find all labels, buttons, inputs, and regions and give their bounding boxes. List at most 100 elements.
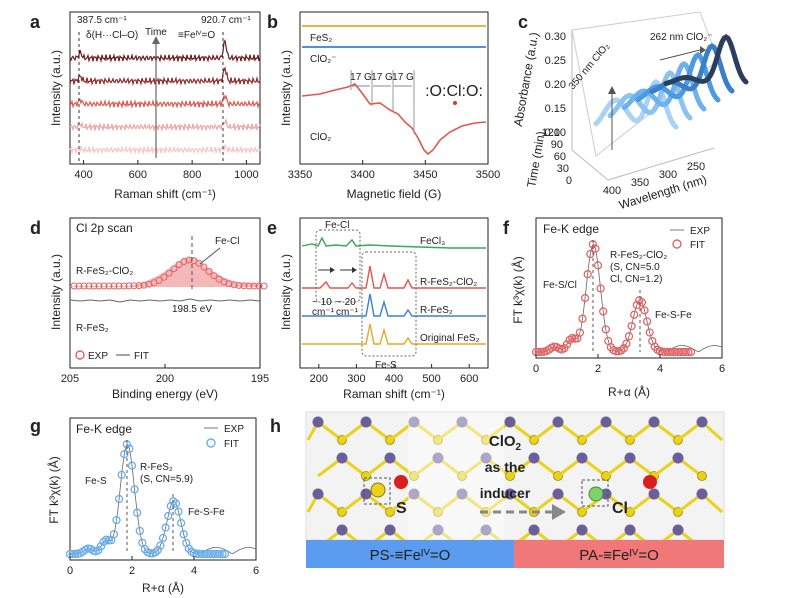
panel-c-abs-tick-3: 0.25: [545, 55, 566, 67]
panel-b-clo2-curve: [301, 83, 487, 156]
panel-h-fe-atom: [456, 416, 468, 428]
panel-d-exp-point-35: [245, 282, 253, 290]
panel-f-fit-point-60: [686, 347, 696, 357]
panel-f-fit-point-33: [617, 346, 626, 355]
panel-a-spectrum-4: [69, 117, 261, 133]
panel-g-fit-point-57: [213, 549, 222, 559]
panel-d-exp-point-15: [145, 280, 153, 288]
panel-h-s-lattice-atom: [697, 471, 707, 481]
panel-d-legend-exp: EXP: [88, 351, 108, 362]
panel-a-xlabel: Raman shift (cm⁻¹): [114, 187, 216, 201]
panel-e-label-fecl3: FeCl₃: [420, 236, 445, 247]
panel-g-x-tick-label-0: 0: [67, 565, 73, 577]
panel-g: g Fe-K edge R-FeS₂ (S, CN=5.9) Fe-S Fe-S…: [30, 416, 259, 595]
panel-b-unpaired-electron: [453, 101, 457, 105]
panel-h-fe-atom: [360, 416, 372, 428]
panel-h-fe-atom: [624, 452, 636, 464]
panel-h-fe-atom: [336, 524, 348, 536]
panel-h-fe-atom: [528, 452, 540, 464]
panel-g-fit-point-26: [133, 508, 142, 517]
panel-e-frame: [299, 217, 489, 369]
panel-g-fit-point-2: [71, 549, 80, 559]
panel-h-fe-atom: [528, 524, 540, 536]
panel-e-x-tick-label-1: 300: [347, 373, 365, 385]
panel-e-r-fes2-line: [302, 293, 486, 317]
panel-f-x-ticks: 0 2 4 6: [533, 354, 725, 375]
panel-e-shift-2: ~ 20: [336, 297, 356, 308]
panel-d-exp-point-13: [135, 282, 143, 290]
panel-g-sample: R-FeS₂: [140, 462, 173, 473]
panel-d-exp-point-11: [125, 282, 133, 290]
panel-f-fit-point-31: [611, 347, 621, 356]
panel-c-spectrum-6: [663, 34, 749, 86]
panel-a-spectrum-3: [69, 93, 261, 110]
panel-d-title: Cl 2p scan: [76, 221, 133, 235]
panel-g-fit-point-21: [120, 450, 129, 459]
panel-a-right-assign: ≡Feᴵⱽ=O: [178, 30, 215, 41]
panel-d-ylabel: Intensity (a.u.): [49, 254, 63, 330]
panel-c-arrow-262: [659, 49, 701, 61]
panel-g-fit-point-34: [153, 545, 162, 555]
panel-e-xlabel: Raman shift (cm⁻¹): [343, 387, 445, 401]
panel-b-split-1: 17 G: [350, 72, 372, 83]
panel-f-fit-point-49: [658, 347, 667, 356]
panel-e-r-fes2-clo2-line: [302, 265, 486, 289]
panel-a-x-tick-label-0: 400: [74, 169, 92, 181]
panel-a-x-tick-label-1: 600: [129, 169, 147, 181]
panel-f-fit-point-43: [642, 317, 652, 326]
panel-c-wave-tick-0: 400: [603, 185, 621, 197]
panel-a-left-assign: δ(H···Cl–O): [86, 30, 138, 41]
panel-d-exp-point-8: [110, 282, 118, 290]
panel-h-s-label: S: [396, 500, 407, 517]
panel-h-pa-bar: [514, 540, 724, 568]
panel-h-fe-atom: [384, 524, 396, 536]
panel-h-fade-zone: [408, 412, 504, 540]
panel-b-split-2: 17 G: [371, 72, 393, 83]
panel-d-exp-point-21: [175, 261, 183, 269]
panel-h-fe-atom: [504, 416, 516, 428]
panel-a-left-peak: 387.5 cm⁻¹: [77, 15, 127, 26]
panel-d-exp-point-3: [85, 282, 93, 290]
panel-e-shift-arrowhead-2: [352, 267, 357, 273]
panel-f-fit-point-38: [630, 310, 639, 319]
panel-g-fit-point-38: [164, 511, 173, 521]
panel-g-fit-point-41: [171, 499, 181, 508]
panel-h-cl-atom: [588, 486, 604, 502]
panel-h-fe-atom: [336, 452, 348, 464]
panel-c-abs-tick-1: 0.15: [545, 103, 566, 115]
panel-d-x-ticks: 205 200 195: [61, 364, 269, 385]
panel-h-fe-atom: [432, 524, 444, 536]
panel-c-time-tick-1: 30: [557, 163, 569, 175]
panel-f-first-shell: Fe-S/Cl: [543, 280, 577, 291]
panel-h-fe-atom: [600, 416, 612, 428]
panel-f-fit-point-37: [627, 321, 636, 331]
panel-h-fe-atom: [384, 452, 396, 464]
panel-e-x-tick-label-4: 600: [460, 373, 478, 385]
panel-g-fit-point-59: [218, 549, 227, 559]
panel-e-shift-unit-1: cm⁻¹: [312, 307, 335, 318]
panel-g-fit-point-50: [195, 549, 204, 559]
panel-a-x-ticks: 400 600 800 1000: [74, 160, 259, 181]
panel-d-exp-point-27: [205, 267, 213, 275]
panel-h-pa-label: PA-≡Feᴵⱽ=O: [579, 547, 659, 564]
panel-a-time-arrowhead: [152, 36, 160, 44]
panel-c-spectra: [593, 34, 749, 130]
panel-f-title: Fe-K edge: [543, 222, 599, 236]
panel-d-exp-point-9: [115, 282, 123, 290]
panel-label-h: h: [270, 416, 281, 436]
panel-g-legend-fit: FIT: [224, 439, 239, 450]
panel-label-e: e: [267, 218, 277, 238]
panel-c-arrowhead-262: [700, 46, 706, 54]
panel-d-exp-point-25: [195, 259, 203, 267]
panel-d-exp-point-0: [70, 282, 78, 290]
panel-g-frame: [69, 417, 257, 561]
panel-g-fit-point-40: [169, 497, 178, 506]
panel-h-s-box: [363, 477, 391, 505]
panel-h-fe-atom: [576, 452, 588, 464]
panel-h-fe-atom: [456, 488, 468, 500]
panel-f-fit-point-18: [578, 314, 587, 323]
panel-c-time-tick-0: 0: [566, 175, 572, 187]
panel-h-right-o-atom: [643, 475, 657, 489]
panel-g-fit-point-17: [109, 530, 119, 539]
panel-h-fe-atom: [408, 488, 420, 500]
